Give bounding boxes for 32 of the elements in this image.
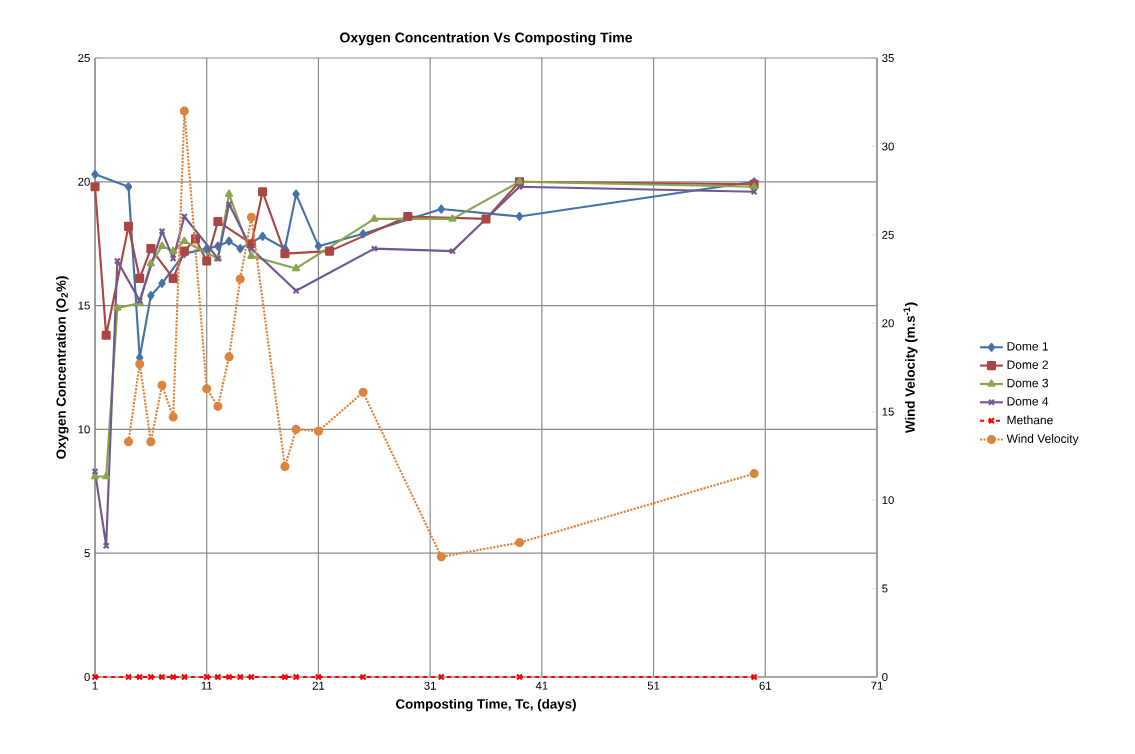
legend-label: Dome 4: [1007, 397, 1049, 406]
legend-label: Dome 3: [1007, 378, 1049, 388]
y-tick-label: 5: [84, 549, 90, 558]
y2-tick-label: 0: [882, 673, 888, 682]
chart-title: Oxygen Concentration Vs Composting Time: [340, 32, 633, 46]
y2-tick-label: 35: [882, 54, 894, 63]
y-tick-label: 20: [78, 177, 90, 186]
x-tick-label: 31: [424, 681, 436, 690]
legend-label: Dome 2: [1007, 360, 1048, 369]
y2-axis-title: Wind Velocity (m.s$^{-1}$): [903, 302, 918, 434]
y2-tick-label: 15: [882, 407, 894, 416]
y2-tick-label: 30: [882, 142, 894, 151]
x-tick-label: 21: [312, 681, 325, 690]
y-axis-title: Oxygen Concentration (O$_{2}$%): [56, 276, 69, 459]
x-tick-label: 1: [92, 681, 98, 690]
y2-tick-label: 25: [882, 230, 894, 239]
x-axis-title: Composting Time, Tc, (days): [396, 698, 576, 712]
x-tick-label: 61: [759, 681, 772, 690]
legend-label: Wind Velocity: [1006, 434, 1079, 446]
y2-tick-label: 10: [882, 496, 894, 505]
x-tick-label: 51: [647, 681, 660, 690]
y-tick-label: 15: [78, 301, 90, 310]
legend-label: Dome 1: [1007, 342, 1048, 351]
x-tick-label: 71: [871, 681, 883, 690]
y2-tick-label: 5: [882, 584, 888, 593]
y-tick-label: 25: [78, 53, 90, 62]
y-tick-label: 10: [78, 425, 90, 434]
legend-label: Methane: [1007, 415, 1053, 425]
y2-tick-label: 20: [882, 319, 894, 328]
x-tick-label: 41: [535, 681, 548, 690]
y-tick-label: 0: [84, 673, 90, 682]
x-tick-label: 11: [201, 681, 213, 690]
